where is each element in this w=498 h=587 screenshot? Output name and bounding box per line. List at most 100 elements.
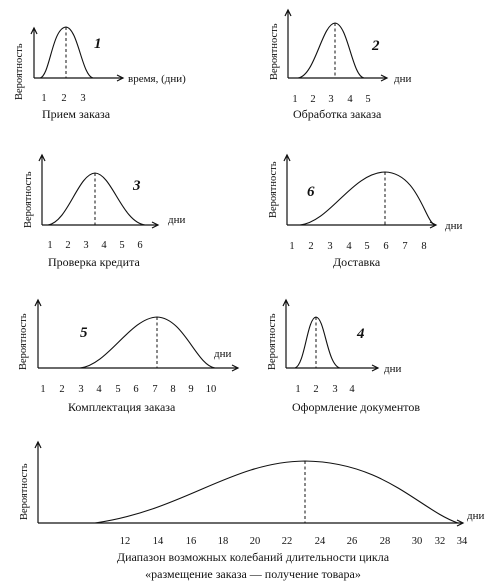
panel-6-tick: 8: [421, 241, 426, 252]
panel-6-y-arrow: [283, 153, 291, 162]
panel-5-tick: 1: [40, 384, 45, 395]
panel-4-tick: 3: [332, 384, 337, 395]
panel-2-caption: Обработка заказа: [293, 107, 382, 121]
panel-2-y-arrow: [284, 8, 292, 17]
panel-4-tick: 2: [313, 384, 318, 395]
panel-4-ylabel: Вероятность: [267, 313, 278, 370]
panel-order-picking: Вероятность 5 дни 1 2 3 4 5 6 7 8 9 10 К…: [18, 298, 240, 414]
panel-1-xlabel: время, (дни): [128, 73, 186, 85]
panel-5-tick: 9: [188, 384, 193, 395]
panel-credit-check: Вероятность 3 дни 1 2 3 4 5 6 Проверка к…: [23, 153, 185, 269]
panel-1-tick: 3: [80, 93, 85, 104]
panel-order-receipt: Вероятность 1 время, (дни) 1 2 3 Прием з…: [14, 26, 186, 121]
panel-3-ylabel: Вероятность: [23, 171, 34, 228]
panel-5-x-arrow: [231, 364, 240, 372]
panel-4-x-arrow: [371, 364, 380, 372]
panel-1-y-arrow: [30, 26, 38, 35]
total-xlabel: дни: [467, 510, 484, 522]
total-tick: 32: [435, 536, 446, 547]
panel-1-caption: Прием заказа: [42, 107, 111, 121]
panel-3-tick: 5: [119, 240, 124, 251]
panel-order-processing: Вероятность 2 дни 1 2 3 4 5 Обработка за…: [269, 8, 411, 121]
total-curve: [94, 460, 459, 524]
panel-3-tick: 1: [47, 240, 52, 251]
total-tick: 34: [457, 536, 468, 547]
panel-6-tick: 5: [364, 241, 369, 252]
panel-2-curve: [297, 22, 365, 79]
panel-5-tick: 4: [96, 384, 102, 395]
panel-3-number: 3: [132, 178, 141, 194]
total-tick: 30: [412, 536, 423, 547]
total-tick: 16: [186, 536, 197, 547]
total-tick: 22: [282, 536, 293, 547]
total-x-arrow: [456, 519, 465, 527]
panel-5-tick: 7: [152, 384, 157, 395]
panel-2-ylabel: Вероятность: [269, 23, 280, 80]
panel-6-tick: 1: [289, 241, 294, 252]
panel-6-xlabel: дни: [445, 220, 462, 232]
panel-1-number: 1: [94, 36, 102, 52]
total-tick: 26: [347, 536, 358, 547]
panel-6-tick: 6: [383, 241, 388, 252]
total-caption-2: «размещение заказа — получение товара»: [145, 567, 361, 581]
panel-3-tick: 6: [137, 240, 142, 251]
total-tick: 28: [380, 536, 391, 547]
total-tick: 20: [250, 536, 261, 547]
panel-2-number: 2: [371, 38, 380, 54]
panel-4-y-arrow: [282, 298, 290, 307]
panel-3-tick: 2: [65, 240, 70, 251]
panel-3-caption: Проверка кредита: [48, 255, 140, 269]
total-tick: 18: [218, 536, 229, 547]
panel-2-tick: 4: [347, 94, 353, 105]
panel-3-x-arrow: [151, 221, 160, 229]
total-ylabel: Вероятность: [19, 463, 30, 520]
total-tick: 12: [120, 536, 131, 547]
total-tick: 24: [315, 536, 326, 547]
panel-1-tick: 2: [61, 93, 66, 104]
panel-5-caption: Комплектация заказа: [68, 400, 176, 414]
panel-2-xlabel: дни: [394, 73, 411, 85]
panel-5-tick: 6: [133, 384, 138, 395]
panel-6-tick: 4: [346, 241, 352, 252]
total-caption: Диапазон возможных колебаний длительност…: [117, 550, 390, 564]
panel-4-caption: Оформление документов: [292, 400, 420, 414]
panel-5-tick: 2: [59, 384, 64, 395]
panel-4-number: 4: [356, 326, 365, 342]
panel-4-tick: 4: [349, 384, 355, 395]
panel-4-curve: [294, 316, 341, 369]
panel-6-curve: [299, 171, 436, 226]
panel-5-y-arrow: [34, 298, 42, 307]
total-tick: 14: [153, 536, 164, 547]
panel-2-tick: 1: [292, 94, 297, 105]
panel-1-x-arrow: [116, 74, 125, 82]
panel-4-tick: 1: [295, 384, 300, 395]
panel-5-number: 5: [80, 325, 88, 341]
panel-6-caption: Доставка: [333, 255, 381, 269]
panel-total-cycle: Вероятность дни 12 14 16 18 20 22 24 26 …: [19, 440, 484, 581]
panel-5-tick: 8: [170, 384, 175, 395]
panel-2-tick: 2: [310, 94, 315, 105]
panel-3-y-arrow: [38, 153, 46, 162]
panel-2-x-arrow: [380, 74, 389, 82]
panel-3-xlabel: дни: [168, 214, 185, 226]
panel-5-tick: 5: [115, 384, 120, 395]
panel-6-ylabel: Вероятность: [268, 161, 279, 218]
panel-5-tick: 10: [206, 384, 217, 395]
panel-2-tick: 3: [328, 94, 333, 105]
panel-1-ylabel: Вероятность: [14, 43, 25, 100]
panel-6-tick: 3: [327, 241, 332, 252]
panel-documentation: Вероятность 4 дни 1 2 3 4 Оформление док…: [267, 298, 420, 414]
total-y-arrow: [34, 440, 42, 449]
panel-5-xlabel: дни: [214, 348, 231, 360]
panel-6-tick: 2: [308, 241, 313, 252]
panel-6-number: 6: [307, 184, 315, 200]
panel-3-tick: 4: [101, 240, 107, 251]
panel-1-tick: 1: [41, 93, 46, 104]
panel-5-curve: [79, 316, 216, 369]
panel-5-ylabel: Вероятность: [18, 313, 29, 370]
panel-6-tick: 7: [402, 241, 407, 252]
panel-2-tick: 5: [365, 94, 370, 105]
panel-delivery: Вероятность 6 дни 1 2 3 4 5 6 7 8 Достав…: [268, 153, 462, 269]
panel-4-xlabel: дни: [384, 363, 401, 375]
panel-5-tick: 3: [78, 384, 83, 395]
